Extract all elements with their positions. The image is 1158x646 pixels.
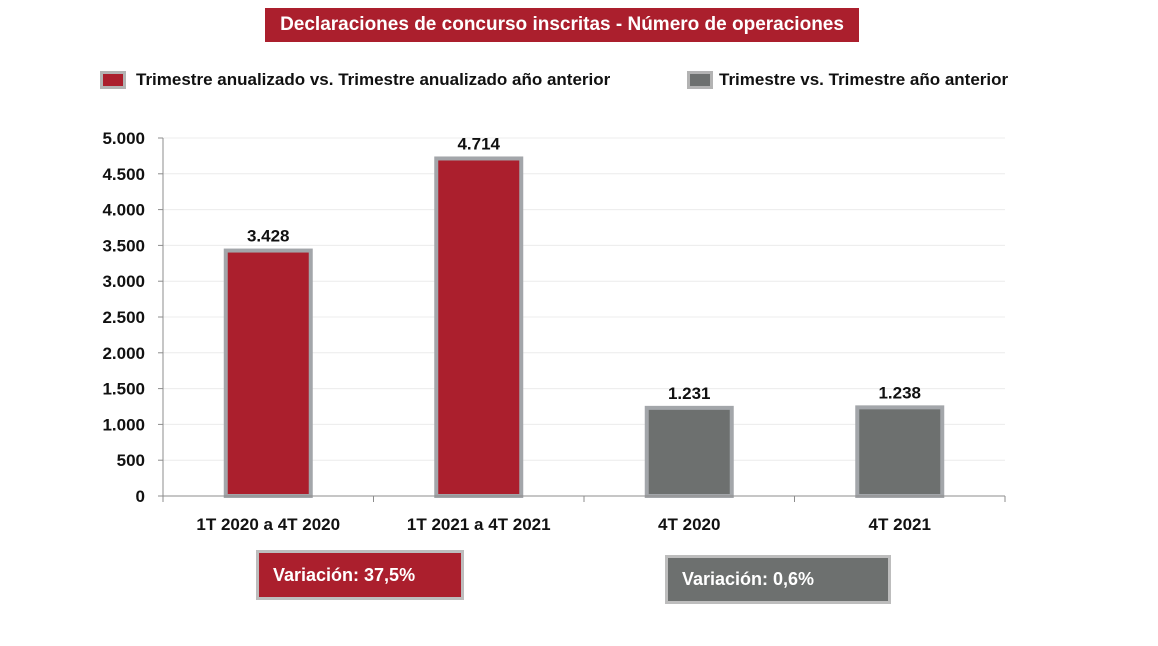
y-tick-label: 2.000 [102,344,145,363]
bar-4 [855,405,945,498]
variation-quarter-text: Variación: 0,6% [682,569,815,589]
bar-1 [223,248,313,498]
y-tick-label: 3.500 [102,236,145,255]
y-tick-label: 0 [136,487,145,506]
y-tick-label: 2.500 [102,308,145,327]
variation-annualized-box: Variación: 37,5% [256,550,464,600]
y-tick-label: 1.500 [102,380,145,399]
x-tick-label: 4T 2021 [869,515,931,534]
legend-item-annualized: Trimestre anualizado vs. Trimestre anual… [100,68,610,92]
legend-label-annualized: Trimestre anualizado vs. Trimestre anual… [136,70,611,89]
y-tick-label: 4.000 [102,201,145,220]
bar-3 [644,405,734,499]
bars [223,156,945,499]
data-label: 3.428 [247,227,290,246]
data-label: 4.714 [457,134,500,153]
bar-2 [434,156,524,498]
y-tick-label: 5.000 [102,129,145,148]
variation-quarter-box: Variación: 0,6% [665,555,891,604]
variation-annualized-text: Variación: 37,5% [273,564,416,585]
x-tick-label: 4T 2020 [658,515,720,534]
y-tick-label: 1.000 [102,415,145,434]
y-tick-label: 500 [117,451,145,470]
legend-label-quarter: Trimestre vs. Trimestre año anterior [719,70,1009,89]
legend-swatch-gray [687,71,713,89]
legend-item-quarter: Trimestre vs. Trimestre año anterior [687,68,1008,92]
y-tick-label: 4.500 [102,165,145,184]
data-label: 1.238 [878,383,921,402]
y-tick-label: 3.000 [102,272,145,291]
labels: 0 500 1.000 1.500 2.000 2.500 3.000 3.500 4.000 4… [102,129,930,534]
axes [158,137,1006,502]
x-tick-label: 1T 2021 a 4T 2021 [407,515,551,534]
chart-title: Declaraciones de concurso inscritas - Nú… [265,8,859,42]
data-label: 1.231 [668,384,711,403]
legend-swatch-red [100,71,126,89]
x-tick-label: 1T 2020 a 4T 2020 [196,515,340,534]
